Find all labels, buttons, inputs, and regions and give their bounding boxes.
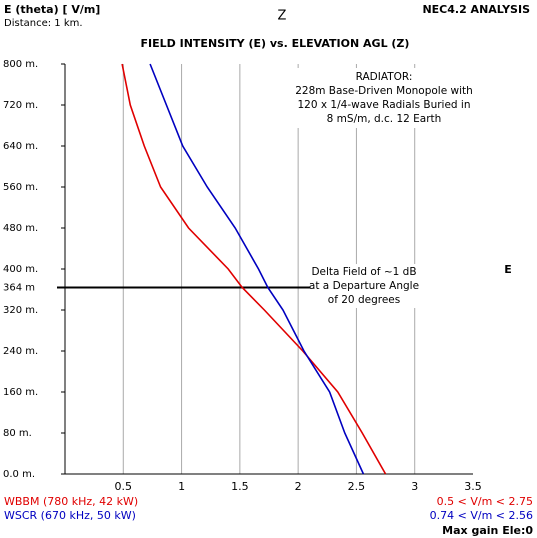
y-tick-label: 160 m. — [3, 387, 38, 398]
corner-title: NEC4.2 ANALYSIS — [422, 3, 530, 16]
y-axis-label: Z — [278, 9, 287, 24]
x-tick-label: 2 — [295, 480, 302, 493]
radiator-note: 120 x 1/4-wave Radials Buried in — [297, 99, 470, 111]
radiator-note: 8 mS/m, d.c. 12 Earth — [327, 113, 442, 125]
note-box — [296, 68, 472, 128]
legend-entry: WSCR (670 kHz, 50 kW) — [4, 509, 136, 522]
x-tick-label: 2.5 — [348, 480, 366, 493]
y-tick-label: 480 m. — [3, 223, 38, 234]
y-tick-label: 320 m. — [3, 305, 38, 316]
y-tick-label: 640 m. — [3, 141, 38, 152]
y-tick-label: 0.0 m. — [3, 469, 35, 480]
y-tick-label: 560 m. — [3, 182, 38, 193]
series-line — [121, 63, 387, 475]
y-tick-label: 80 m. — [3, 428, 32, 439]
footer: Max gain Ele:0 — [442, 524, 533, 537]
radiator-note: 228m Base-Driven Monopole with — [295, 85, 473, 97]
radiator-note: RADIATOR: — [356, 71, 413, 83]
x-axis-label: E (theta) [ V/m] — [4, 3, 100, 16]
delta-note: Delta Field of ~1 dB — [311, 266, 416, 278]
chart-title: FIELD INTENSITY (E) vs. ELEVATION AGL (Z… — [141, 37, 410, 50]
y-tick-label: 364 m — [3, 282, 35, 293]
y-tick-label: 400 m. — [3, 264, 38, 275]
y-tick-label: 720 m. — [3, 100, 38, 111]
x-tick-label: 1 — [178, 480, 185, 493]
x-tick-label: 1.5 — [231, 480, 249, 493]
right-label: E — [504, 263, 512, 276]
range-label: 0.74 < V/m < 2.56 — [430, 509, 533, 522]
series-line — [149, 63, 365, 475]
y-tick-label: 240 m. — [3, 346, 38, 357]
x-tick-label: 0.5 — [115, 480, 133, 493]
range-label: 0.5 < V/m < 2.75 — [437, 495, 533, 508]
delta-note: at a Departure Angle — [309, 280, 419, 292]
note-box — [310, 264, 420, 308]
legend-entry: WBBM (780 kHz, 42 kW) — [4, 495, 138, 508]
y-tick-label: 800 m. — [3, 59, 38, 70]
x-tick-label: 3.5 — [464, 480, 482, 493]
subtitle: Distance: 1 km. — [4, 18, 83, 29]
delta-note: of 20 degrees — [328, 294, 400, 306]
x-tick-label: 3 — [411, 480, 418, 493]
